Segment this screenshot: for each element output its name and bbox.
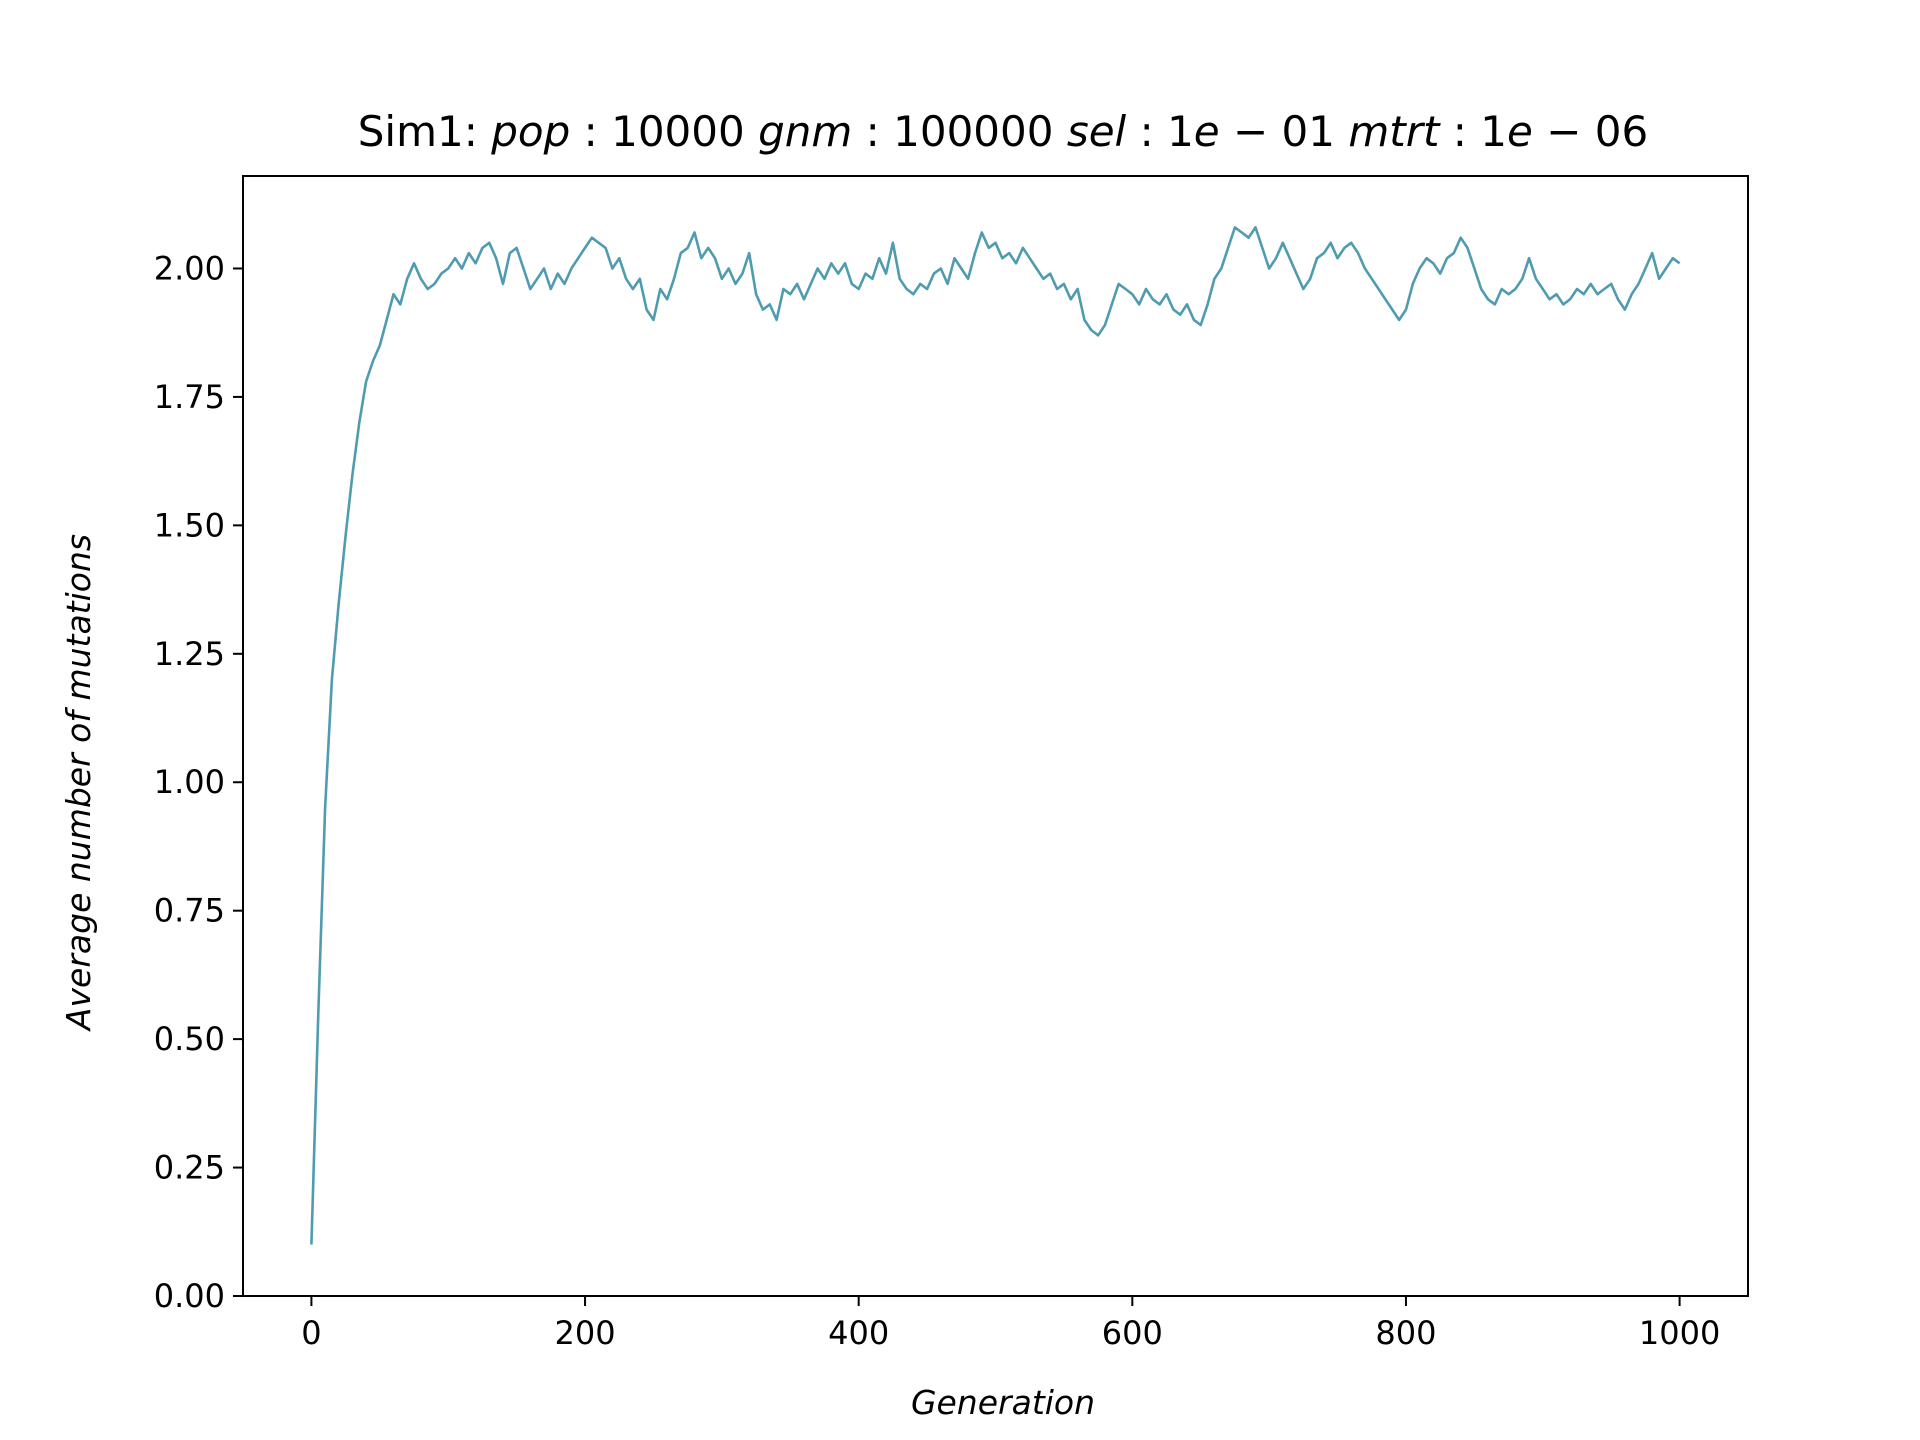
x-tick-label: 600 xyxy=(1102,1314,1163,1352)
y-axis-label: Average number of mutations xyxy=(59,534,98,1032)
title-part: − 01 xyxy=(1220,107,1349,156)
y-tick-label: 0.00 xyxy=(154,1277,225,1315)
x-tick-label: 1000 xyxy=(1639,1314,1720,1352)
title-part: : 100000 xyxy=(852,107,1067,156)
plot-area xyxy=(242,175,1749,1297)
x-tick-label: 0 xyxy=(301,1314,321,1352)
y-tick-label: 1.75 xyxy=(154,378,225,416)
y-tick-label: 1.50 xyxy=(154,506,225,544)
title-part: gnm xyxy=(758,107,852,156)
y-axis: 0.00 0.25 0.50 0.75 1.00 1.25 1.50 1.75 2.00 xyxy=(154,249,243,1315)
title-part: mtrt xyxy=(1348,107,1441,156)
title-part: − 06 xyxy=(1533,107,1648,156)
title-part: : 10000 xyxy=(570,107,758,156)
y-tick-label: 2.00 xyxy=(154,249,225,287)
x-axis: 0 200 400 600 800 1000 xyxy=(301,1296,1720,1352)
y-tick-label: 1.25 xyxy=(154,635,225,673)
y-tick-label: 0.25 xyxy=(154,1149,225,1187)
x-axis-label: Generation xyxy=(911,1383,1095,1422)
y-tick-label: 0.75 xyxy=(154,892,225,930)
x-tick-label: 800 xyxy=(1375,1314,1436,1352)
series-line xyxy=(310,226,1681,1245)
chart-title: Sim1: pop : 10000 gnm : 100000 sel : 1e … xyxy=(358,107,1648,156)
y-tick-label: 0.50 xyxy=(154,1020,225,1058)
title-part: : 1 xyxy=(1126,107,1194,156)
title-part: : 1 xyxy=(1439,107,1507,156)
plot-frame xyxy=(242,175,1749,1297)
title-part: sel xyxy=(1067,107,1127,156)
title-part: Sim1: xyxy=(358,107,491,156)
title-part: pop xyxy=(490,107,570,156)
title-part: e xyxy=(1507,107,1533,156)
x-tick-label: 400 xyxy=(828,1314,889,1352)
title-part: e xyxy=(1194,107,1220,156)
y-tick-label: 1.00 xyxy=(154,763,225,801)
x-tick-label: 200 xyxy=(555,1314,616,1352)
